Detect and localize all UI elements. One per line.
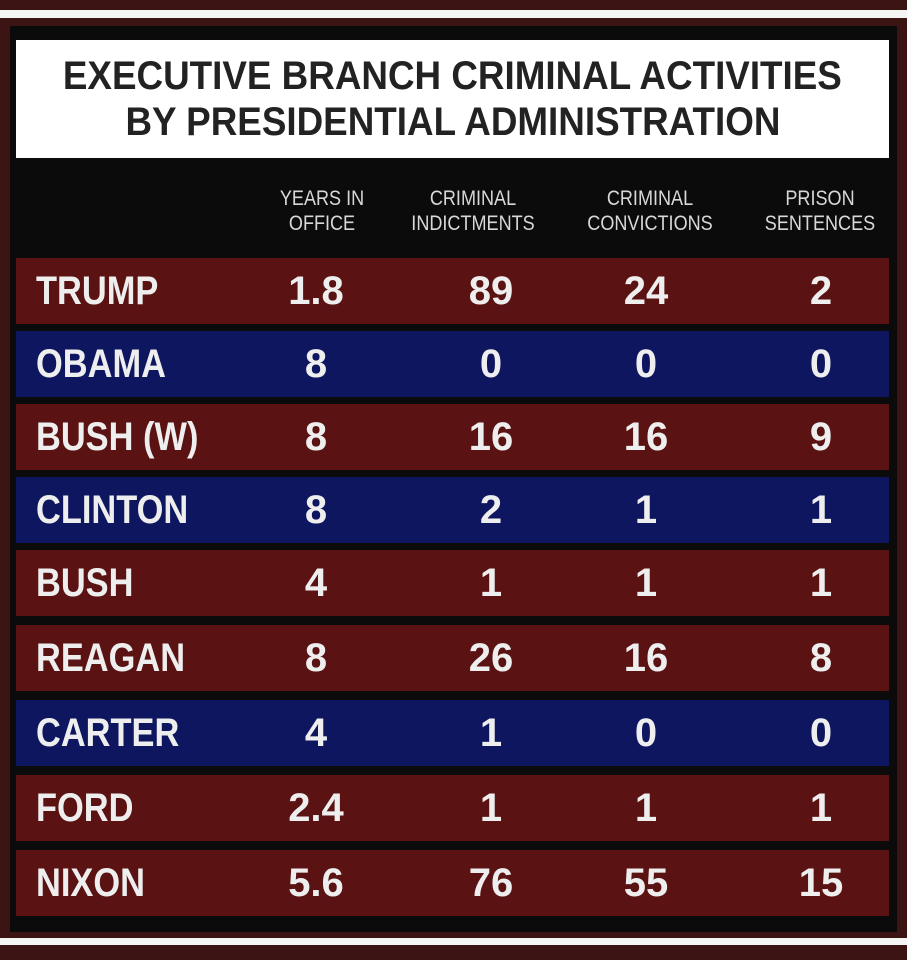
cell-indictments: 89 (468, 269, 514, 313)
top-rule (0, 10, 907, 18)
column-header-years-line1: YEARS IN (279, 187, 365, 210)
cell-years: 5.6 (288, 861, 344, 905)
cell-sentences: 1 (809, 786, 833, 830)
cell-convictions: 16 (623, 636, 669, 680)
cell-indictments: 2 (479, 488, 503, 532)
cell-indictments: 16 (468, 415, 514, 459)
cell-sentences: 15 (798, 861, 844, 905)
cell-indictments: 1 (479, 561, 503, 605)
column-header-sentences: PRISON SENTENCES (756, 186, 885, 236)
row-name: REAGAN (36, 636, 186, 680)
cell-convictions: 1 (634, 561, 658, 605)
cell-indictments: 1 (479, 786, 503, 830)
cell-convictions: 16 (623, 415, 669, 459)
cell-convictions: 55 (623, 861, 669, 905)
cell-years: 4 (304, 561, 328, 605)
cell-years: 8 (304, 488, 328, 532)
cell-sentences: 0 (809, 342, 833, 386)
row-name: NIXON (36, 861, 145, 905)
row-name: FORD (36, 786, 134, 830)
bottom-rule (0, 938, 907, 945)
chart-subtitle: BY PRESIDENTIAL ADMINISTRATION (125, 100, 780, 144)
column-header-convictions-line1: CRIMINAL (606, 187, 694, 210)
cell-years: 8 (304, 415, 328, 459)
cell-sentences: 1 (809, 488, 833, 532)
table-row-7: FORD 2.4 1 1 1 (16, 775, 889, 841)
cell-years: 4 (304, 711, 328, 755)
cell-indictments: 1 (479, 711, 503, 755)
column-header-sentences-line1: PRISON (785, 187, 855, 210)
column-header-convictions: CRIMINAL CONVICTIONS (581, 186, 719, 236)
cell-convictions: 0 (634, 342, 658, 386)
table-row-1: OBAMA 8 0 0 0 (16, 331, 889, 397)
column-header-sentences-line2: SENTENCES (764, 212, 876, 235)
table-row-8: NIXON 5.6 76 55 15 (16, 850, 889, 916)
cell-indictments: 0 (479, 342, 503, 386)
table-row-3: CLINTON 8 2 1 1 (16, 477, 889, 543)
title-box: EXECUTIVE BRANCH CRIMINAL ACTIVITIES BY … (16, 40, 889, 158)
cell-indictments: 26 (468, 636, 514, 680)
row-name: TRUMP (36, 269, 159, 313)
cell-sentences: 9 (809, 415, 833, 459)
column-header-indictments: CRIMINAL INDICTMENTS (404, 186, 542, 236)
row-name: CARTER (36, 711, 180, 755)
table-row-6: CARTER 4 1 0 0 (16, 700, 889, 766)
cell-convictions: 1 (634, 786, 658, 830)
cell-sentences: 1 (809, 561, 833, 605)
cell-sentences: 2 (809, 269, 833, 313)
table-row-2: BUSH (W) 8 16 16 9 (16, 404, 889, 470)
cell-years: 2.4 (288, 786, 344, 830)
table-row-5: REAGAN 8 26 16 8 (16, 625, 889, 691)
cell-indictments: 76 (468, 861, 514, 905)
column-header-years: YEARS IN OFFICE (270, 186, 373, 236)
column-header-years-line2: OFFICE (288, 212, 356, 235)
row-name: OBAMA (36, 342, 166, 386)
cell-convictions: 1 (634, 488, 658, 532)
cell-sentences: 0 (809, 711, 833, 755)
cell-convictions: 0 (634, 711, 658, 755)
column-header-indictments-line2: INDICTMENTS (411, 212, 535, 235)
table-row-4: BUSH 4 1 1 1 (16, 550, 889, 616)
cell-years: 1.8 (288, 269, 344, 313)
cell-years: 8 (304, 636, 328, 680)
table-row-0: TRUMP 1.8 89 24 2 (16, 258, 889, 324)
row-name: CLINTON (36, 488, 189, 532)
column-header-indictments-line1: CRIMINAL (429, 187, 517, 210)
row-name: BUSH (36, 561, 134, 605)
chart-title: EXECUTIVE BRANCH CRIMINAL ACTIVITIES (63, 54, 842, 98)
cell-convictions: 24 (623, 269, 669, 313)
cell-years: 8 (304, 342, 328, 386)
cell-sentences: 8 (809, 636, 833, 680)
row-name: BUSH (W) (36, 415, 199, 459)
column-header-convictions-line2: CONVICTIONS (587, 212, 713, 235)
